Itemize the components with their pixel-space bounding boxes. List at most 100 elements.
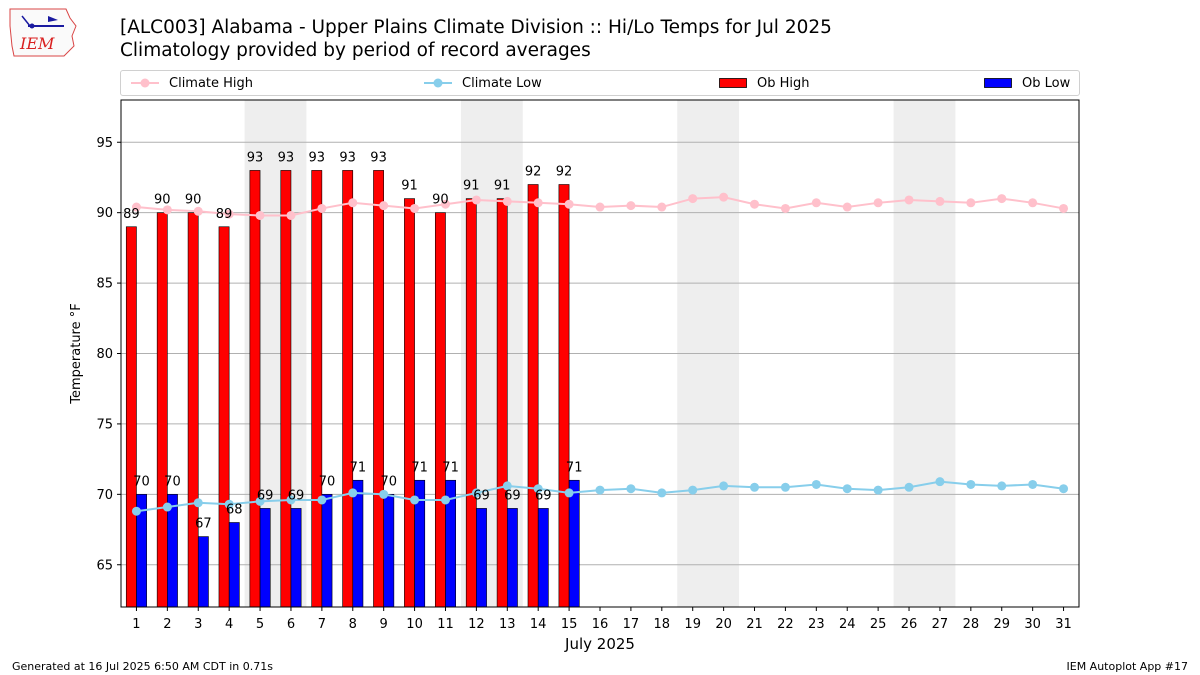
ob-high-label: 90 <box>154 193 171 208</box>
climate-high-point <box>255 210 265 220</box>
x-tick-label: 29 <box>993 617 1010 632</box>
ob-high-label: 93 <box>308 150 325 165</box>
climate-high-point <box>904 195 914 205</box>
y-tick-label: 95 <box>96 136 113 151</box>
climate-low-point <box>657 488 667 498</box>
climate-high-point <box>966 198 976 208</box>
climate-lines <box>131 192 1069 516</box>
ob-low-label: 71 <box>350 460 367 475</box>
climate-high-point <box>1028 198 1038 208</box>
climate-low-point <box>224 499 234 509</box>
legend-item-climate-low: Climate Low <box>424 71 542 95</box>
ob-low-label: 69 <box>257 488 274 503</box>
climate-high-point <box>317 203 327 213</box>
y-axis: 65 70 75 80 85 90 95 <box>96 136 121 573</box>
legend-climate-high-line-icon <box>131 78 159 88</box>
x-tick-label: 28 <box>963 617 980 632</box>
y-tick-label: 70 <box>96 488 113 503</box>
ob-low-bar <box>321 494 333 608</box>
climate-high-point <box>286 210 296 220</box>
climate-high-point <box>162 205 172 215</box>
climate-high-point <box>657 202 667 212</box>
x-tick-label: 1 <box>132 617 140 632</box>
climate-high-point <box>533 198 543 208</box>
ob-low-bar <box>228 522 240 608</box>
climate-low-point <box>286 495 296 505</box>
legend-label: Climate High <box>169 75 254 91</box>
climate-high-point <box>997 194 1007 204</box>
legend-label: Ob High <box>757 75 810 91</box>
x-tick-label: 6 <box>287 617 295 632</box>
ob-high-bar <box>434 212 446 608</box>
ob-high-bar <box>465 198 477 608</box>
y-tick-label: 65 <box>96 558 113 573</box>
legend-label: Climate Low <box>462 75 542 91</box>
ob-high-label: 89 <box>216 207 233 222</box>
ob-low-bar <box>537 508 549 608</box>
ob-low-label: 71 <box>442 460 459 475</box>
climate-high-point <box>410 203 420 213</box>
climate-low-point <box>997 481 1007 491</box>
x-tick-label: 20 <box>715 617 732 632</box>
x-tick-label: 7 <box>318 617 326 632</box>
x-tick-label: 13 <box>499 617 516 632</box>
legend-ob-low-swatch-icon <box>984 78 1012 88</box>
climate-low-point <box>348 488 358 498</box>
x-tick-label: 31 <box>1055 617 1072 632</box>
data-labels: 89 90 90 89 93 93 93 93 93 91 90 91 91 92 92 70 70 67 68 69… <box>123 150 582 531</box>
climate-high-point <box>719 192 729 202</box>
ob-high-bar <box>311 170 323 608</box>
x-tick-label: 26 <box>901 617 918 632</box>
climate-low-point <box>966 479 976 489</box>
x-tick-label: 16 <box>592 617 609 632</box>
climate-low-point <box>502 481 512 491</box>
climate-high-point <box>595 202 605 212</box>
climate-low-point <box>595 485 605 495</box>
ob-low-bar <box>259 508 271 608</box>
climate-low-point <box>626 484 636 494</box>
x-tick-label: 22 <box>777 617 794 632</box>
legend: Climate High Climate Low Ob High Ob Low <box>120 70 1080 96</box>
climate-high-point <box>780 203 790 213</box>
ob-high-label: 91 <box>494 179 511 194</box>
ob-high-bar <box>218 226 230 608</box>
x-tick-label: 19 <box>684 617 701 632</box>
ob-low-bar <box>352 479 364 608</box>
climate-high-point <box>1059 203 1069 213</box>
x-tick-label: 2 <box>163 617 171 632</box>
climate-low-point <box>564 488 574 498</box>
x-tick-label: 27 <box>932 617 949 632</box>
climate-high-point <box>440 199 450 209</box>
ob-high-label: 93 <box>370 150 387 165</box>
y-tick-label: 75 <box>96 417 113 432</box>
climate-low-point <box>317 495 327 505</box>
x-tick-label: 15 <box>561 617 578 632</box>
x-tick-label: 10 <box>406 617 423 632</box>
x-tick-label: 18 <box>654 617 671 632</box>
ob-high-bar <box>496 198 508 608</box>
ob-high-bar <box>280 170 292 608</box>
climate-high-point <box>688 194 698 204</box>
ob-high-bar <box>249 170 261 608</box>
ob-low-bar <box>290 508 302 608</box>
climate-low-point <box>1059 484 1069 494</box>
climate-high-point <box>224 209 234 219</box>
ob-low-label: 69 <box>535 488 552 503</box>
ob-high-label: 89 <box>123 207 140 222</box>
ob-high-label: 91 <box>401 179 418 194</box>
chart-subtitle: Climatology provided by period of record… <box>120 40 591 61</box>
ob-high-bar <box>527 184 539 608</box>
ob-low-bar <box>568 479 580 608</box>
climate-low-point <box>811 479 821 489</box>
climate-high-point <box>131 202 141 212</box>
climate-low-point <box>842 484 852 494</box>
climate-high-point <box>193 206 203 216</box>
logo-wind-icon <box>21 15 31 27</box>
x-axis-label: July 2025 <box>564 635 635 653</box>
x-tick-label: 30 <box>1024 617 1041 632</box>
ob-low-bar <box>476 508 487 608</box>
ob-high-bar <box>125 226 137 608</box>
ob-low-label: 71 <box>566 460 583 475</box>
ob-high-bar <box>342 170 354 608</box>
legend-label: Ob Low <box>1022 75 1071 91</box>
